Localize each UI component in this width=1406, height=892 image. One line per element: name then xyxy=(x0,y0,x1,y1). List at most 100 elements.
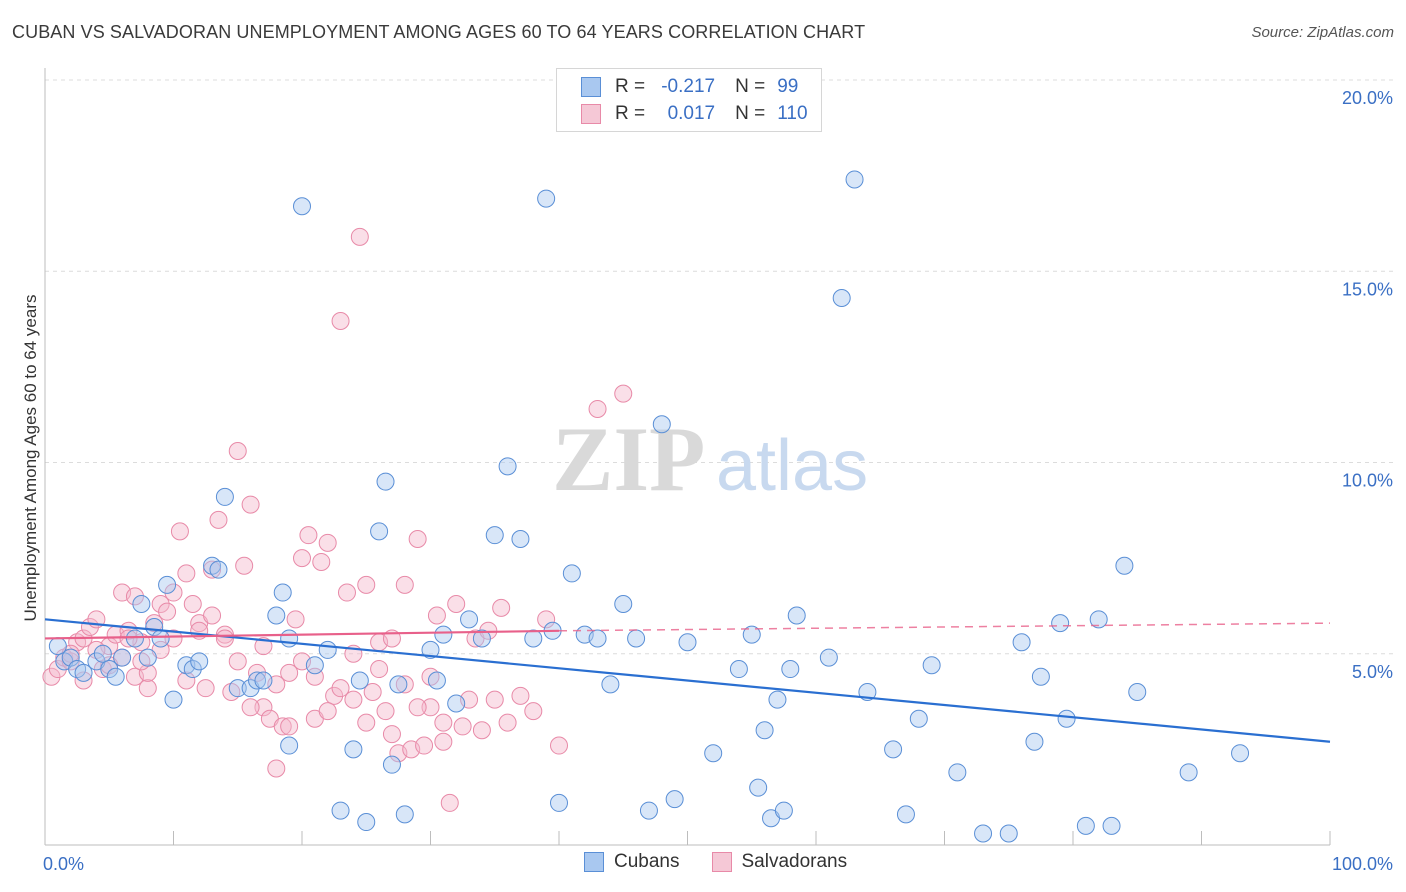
salvadoran-point xyxy=(325,686,344,705)
cuban-point xyxy=(427,671,446,690)
salvadoran-point xyxy=(254,637,273,656)
watermark: ZIP atlas xyxy=(552,408,868,510)
cubans-trend-line xyxy=(44,618,1331,743)
y-tick-label: 15.0% xyxy=(1342,279,1393,299)
salvadoran-point xyxy=(357,713,376,732)
salvadoran-point xyxy=(164,629,183,648)
salvadorans-trend-extension xyxy=(558,622,1331,632)
salvadoran-point xyxy=(177,671,196,690)
cuban-point xyxy=(1115,556,1134,575)
cuban-point xyxy=(729,660,748,679)
cuban-point xyxy=(652,415,671,434)
cuban-point xyxy=(273,583,292,602)
salvadoran-point xyxy=(164,583,183,602)
cuban-point xyxy=(639,801,658,820)
x-tick-label: 100.0% xyxy=(1332,854,1393,874)
salvadoran-point xyxy=(177,564,196,583)
salvadoran-point xyxy=(472,721,491,740)
cuban-point xyxy=(293,197,311,216)
cuban-point xyxy=(421,640,440,659)
salvadoran-point xyxy=(61,652,80,671)
cuban-point xyxy=(74,663,93,682)
salvadoran-point xyxy=(434,713,453,732)
source-label: Source: ZipAtlas.com xyxy=(1251,24,1394,41)
cuban-point xyxy=(395,805,414,824)
salvadoran-point xyxy=(614,384,633,403)
cuban-point xyxy=(948,763,967,782)
salvadorans-legend-swatch xyxy=(711,852,732,872)
salvadoran-point xyxy=(196,679,215,698)
cuban-point xyxy=(1031,667,1050,686)
cuban-point xyxy=(100,660,119,679)
y-axis-label: Unemployment Among Ages 60 to 64 years xyxy=(21,295,40,622)
cuban-point xyxy=(884,740,903,759)
cuban-point xyxy=(382,755,401,774)
cuban-point xyxy=(1057,709,1076,728)
salvadoran-point xyxy=(170,522,189,541)
cuban-point xyxy=(511,530,530,548)
legend-item-cubans: Cubans xyxy=(584,851,680,873)
salvadoran-point xyxy=(293,549,311,568)
watermark-zip: ZIP xyxy=(552,408,705,510)
cuban-point xyxy=(254,671,273,690)
cuban-point xyxy=(524,629,543,648)
cuban-point xyxy=(1051,614,1070,633)
y-tick-label: 20.0% xyxy=(1342,88,1393,108)
cuban-point xyxy=(125,629,144,648)
salvadoran-point xyxy=(228,652,247,671)
cuban-point xyxy=(768,690,787,709)
salvadoran-point xyxy=(254,698,273,717)
cuban-point xyxy=(896,805,915,824)
salvadoran-point xyxy=(312,552,331,571)
cuban-point xyxy=(665,790,684,809)
salvadoran-point xyxy=(151,595,170,614)
salvadoran-point xyxy=(350,227,369,246)
cuban-point xyxy=(1102,816,1121,835)
cuban-point xyxy=(498,457,517,476)
cubans-n-value: 99 xyxy=(777,76,799,97)
salvadoran-point xyxy=(209,510,228,529)
cuban-point xyxy=(781,660,800,679)
tick-labels: 5.0% 10.0% 15.0% 20.0% 0.0% 100.0% Unemploymen… xyxy=(21,88,1393,874)
salvadoran-point xyxy=(119,629,138,648)
cuban-point xyxy=(460,610,479,629)
salvadoran-point xyxy=(241,698,260,717)
salvadoran-point xyxy=(395,675,414,694)
cuban-point xyxy=(93,644,112,663)
cuban-point xyxy=(1128,683,1147,701)
salvadoran-point xyxy=(440,793,459,812)
salvadoran-point xyxy=(318,533,337,552)
cuban-point xyxy=(601,675,620,694)
salvadoran-point xyxy=(376,702,395,721)
salvadoran-point xyxy=(203,560,222,579)
cuban-point xyxy=(588,629,607,648)
salvadoran-point xyxy=(511,686,530,705)
salvadoran-point xyxy=(235,556,254,575)
salvadoran-point xyxy=(427,606,446,625)
legend-item-salvadorans: Salvadorans xyxy=(711,851,848,873)
salvadorans-points xyxy=(42,227,633,812)
cuban-point xyxy=(909,709,928,728)
cuban-point xyxy=(280,629,299,648)
cuban-point xyxy=(61,648,80,667)
salvadoran-point xyxy=(241,495,260,514)
cuban-point xyxy=(158,575,177,594)
cuban-point xyxy=(305,656,324,675)
cuban-point xyxy=(1089,610,1108,629)
salvadoran-point xyxy=(318,702,337,721)
salvadoran-point xyxy=(228,442,247,461)
salvadorans-swatch xyxy=(581,104,601,124)
salvadoran-point xyxy=(370,660,389,679)
cuban-point xyxy=(749,778,768,797)
salvadorans-legend-label: Salvadorans xyxy=(741,851,848,872)
cuban-point xyxy=(267,606,286,625)
salvadoran-point xyxy=(138,679,157,698)
watermark-atlas: atlas xyxy=(716,426,868,506)
salvadoran-point xyxy=(331,311,350,330)
salvadoran-point xyxy=(145,614,164,633)
r-label: R = xyxy=(615,76,646,97)
cuban-point xyxy=(318,640,337,659)
salvadorans-n-value: 110 xyxy=(777,103,808,124)
salvadoran-point xyxy=(158,602,177,621)
